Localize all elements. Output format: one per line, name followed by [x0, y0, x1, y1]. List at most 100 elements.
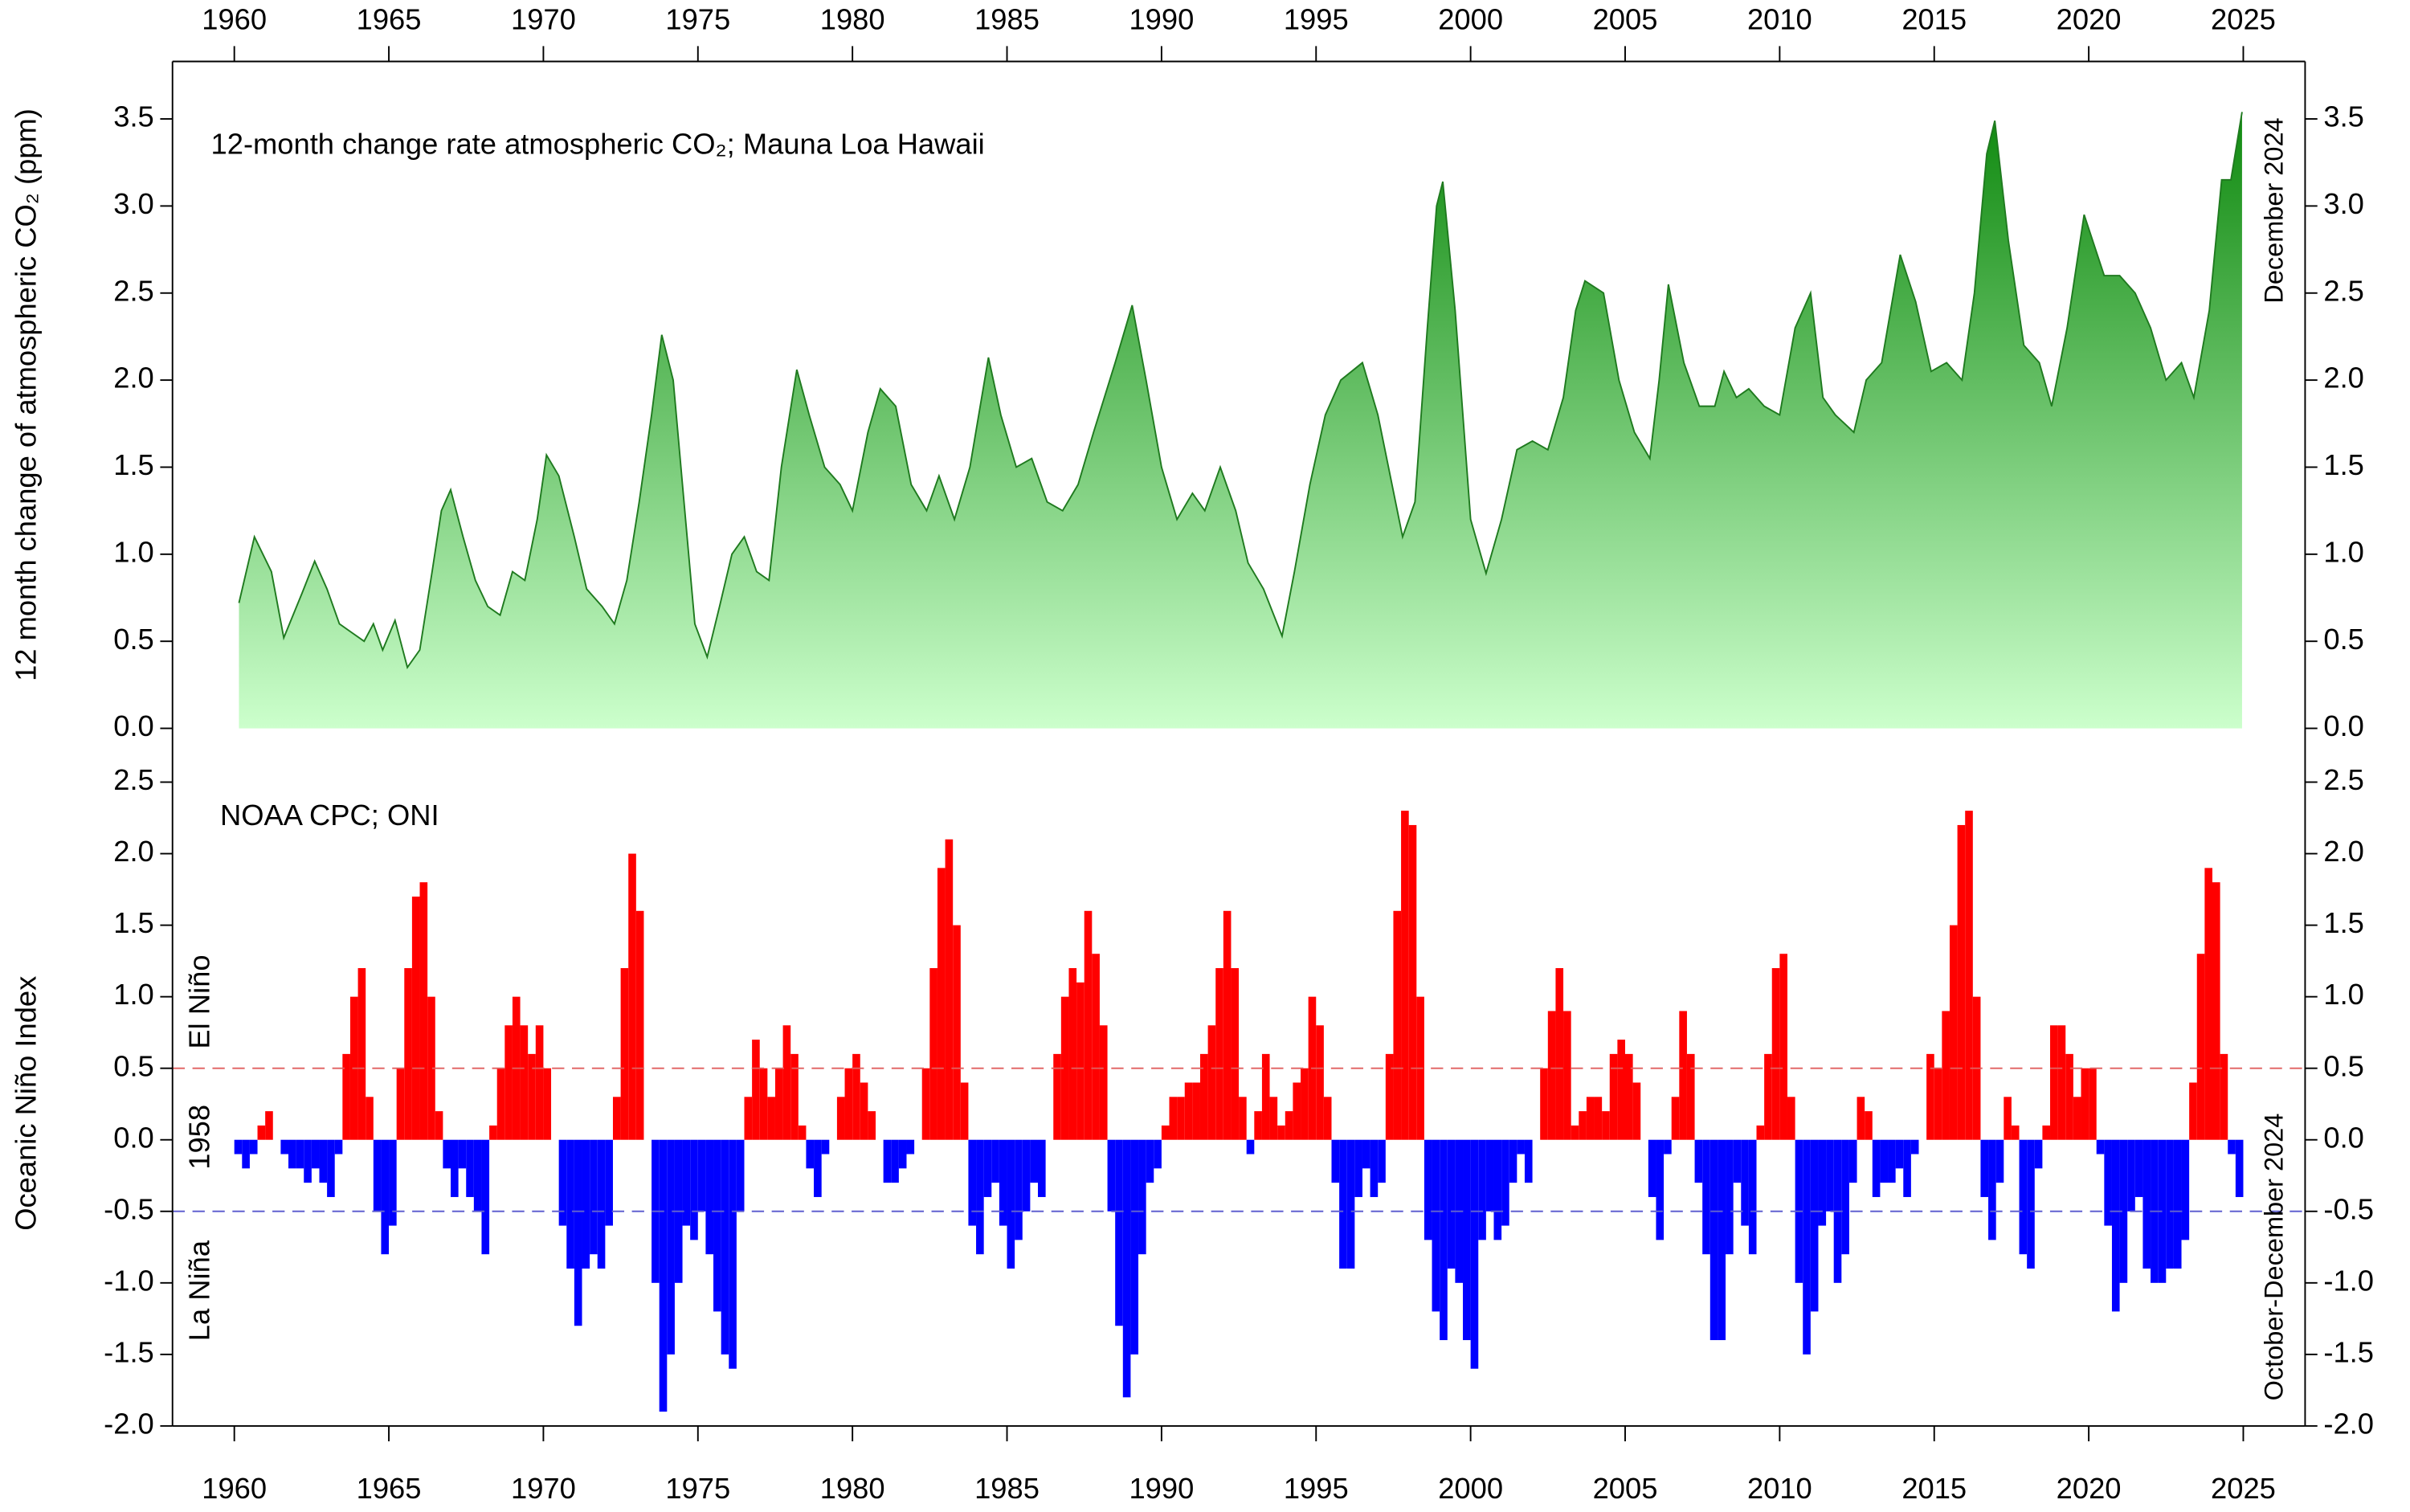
bar — [1485, 1139, 1494, 1212]
bar — [1432, 1139, 1440, 1312]
bar — [1199, 1053, 1208, 1140]
y-tick-label: 1.0 — [2323, 535, 2364, 568]
bar — [1022, 1139, 1031, 1212]
bar — [381, 1139, 390, 1255]
bar — [1007, 1139, 1015, 1269]
y-tick-label: -0.5 — [2323, 1192, 2374, 1225]
y-tick-label: 2.0 — [113, 362, 154, 394]
bar — [234, 1139, 243, 1154]
x-tick-label: 1975 — [665, 1472, 730, 1505]
bar — [1215, 968, 1223, 1140]
bar — [357, 968, 366, 1140]
bar — [443, 1139, 451, 1169]
y-tick-label: -0.5 — [104, 1192, 154, 1225]
bar — [1060, 996, 1069, 1140]
bar — [1632, 1082, 1641, 1140]
y-tick-label: 2.0 — [113, 835, 154, 868]
bar — [304, 1139, 312, 1183]
bar — [774, 1068, 783, 1140]
bar — [1741, 1139, 1749, 1226]
y-tick-label: 0.0 — [113, 1121, 154, 1154]
bar — [496, 1068, 505, 1140]
bar — [1122, 1139, 1131, 1398]
bar — [898, 1139, 907, 1169]
panel-title: NOAA CPC; ONI — [220, 799, 439, 832]
bar — [852, 1053, 860, 1140]
y-tick-label: 1.0 — [113, 978, 154, 1011]
bar — [999, 1139, 1007, 1226]
bar — [242, 1139, 250, 1169]
bar — [1177, 1097, 1185, 1140]
bar — [466, 1139, 474, 1197]
y-tick-label: 1.5 — [2323, 448, 2364, 481]
bar — [288, 1139, 296, 1169]
bar — [1547, 1011, 1556, 1140]
bar — [2096, 1139, 2105, 1154]
bar — [1076, 982, 1084, 1140]
bar — [953, 925, 961, 1140]
bar — [1563, 1011, 1571, 1140]
x-tick-label: 2000 — [1438, 2, 1503, 35]
y-tick-label: 2.5 — [2323, 763, 2364, 796]
y-tick-label: -1.5 — [2323, 1335, 2374, 1368]
bar — [814, 1139, 822, 1197]
bar — [1888, 1139, 1896, 1183]
bar — [1988, 1139, 1996, 1240]
bar — [1571, 1125, 1579, 1140]
bar — [729, 1139, 737, 1369]
bar — [590, 1139, 598, 1255]
bar — [1509, 1139, 1517, 1183]
bar — [682, 1139, 691, 1226]
bar — [1261, 1053, 1270, 1140]
bar — [2204, 868, 2213, 1140]
bar — [2027, 1139, 2035, 1269]
bar — [2228, 1139, 2236, 1154]
bar — [1617, 1040, 1625, 1140]
bar — [1910, 1139, 1919, 1154]
annotation: 1958 — [183, 1105, 216, 1170]
bar — [520, 1025, 529, 1140]
bar — [1301, 1068, 1309, 1140]
bar — [1424, 1139, 1432, 1240]
bar — [921, 1068, 930, 1140]
bar — [1726, 1139, 1734, 1255]
bar — [612, 1097, 621, 1140]
bar — [535, 1025, 544, 1140]
y-tick-label: 1.5 — [113, 906, 154, 939]
bar — [752, 1040, 760, 1140]
x-tick-label: 1970 — [511, 1472, 576, 1505]
bar — [1346, 1139, 1355, 1269]
x-tick-label: 1995 — [1284, 2, 1349, 35]
y-tick-label: 0.5 — [113, 623, 154, 656]
bar — [528, 1053, 536, 1140]
bar — [1130, 1139, 1139, 1355]
bar — [883, 1139, 892, 1183]
bar — [1370, 1139, 1379, 1197]
bar — [713, 1139, 721, 1312]
bar — [1718, 1139, 1726, 1341]
annotation: El Niño — [183, 954, 216, 1048]
area-line — [238, 112, 2243, 669]
bar — [744, 1097, 753, 1140]
bar — [473, 1139, 482, 1212]
bar — [1092, 954, 1100, 1140]
bar — [1524, 1139, 1533, 1183]
y-tick-label: 0.0 — [2323, 709, 2364, 742]
bar — [1246, 1139, 1255, 1154]
bar — [2089, 1068, 2097, 1140]
bar — [1880, 1139, 1889, 1183]
bar — [1493, 1139, 1502, 1240]
bar — [1293, 1082, 1301, 1140]
x-tick-label: 2000 — [1438, 1472, 1503, 1505]
bar — [1501, 1139, 1509, 1226]
bar — [620, 968, 629, 1140]
bar — [327, 1139, 335, 1197]
x-tick-label: 1985 — [974, 2, 1040, 35]
bar — [2166, 1139, 2174, 1269]
bar — [945, 839, 954, 1140]
bar — [798, 1125, 807, 1140]
annotation: La Niña — [183, 1240, 216, 1341]
bar — [1339, 1139, 1347, 1269]
bar — [635, 910, 644, 1140]
bar — [1037, 1139, 1046, 1197]
